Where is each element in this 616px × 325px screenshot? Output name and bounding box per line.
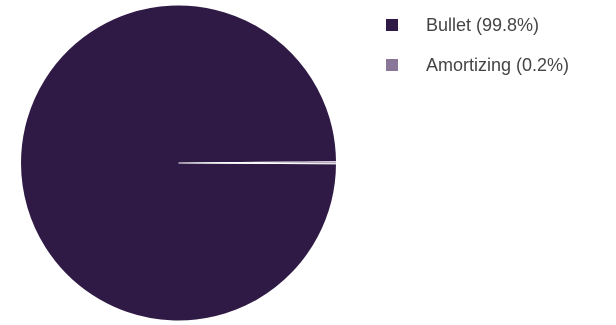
legend-label-0: Bullet (99.8%) [426, 14, 540, 35]
chart-legend: Bullet (99.8%) Amortizing (0.2%) [386, 12, 614, 92]
legend-item-1: Amortizing (0.2%) [386, 52, 614, 78]
legend-label-1: Amortizing (0.2%) [426, 54, 570, 75]
legend-item-0: Bullet (99.8%) [386, 12, 614, 38]
legend-swatch-0 [386, 19, 398, 31]
legend-swatch-1 [386, 59, 398, 71]
pie-slice-1 [178, 161, 337, 165]
